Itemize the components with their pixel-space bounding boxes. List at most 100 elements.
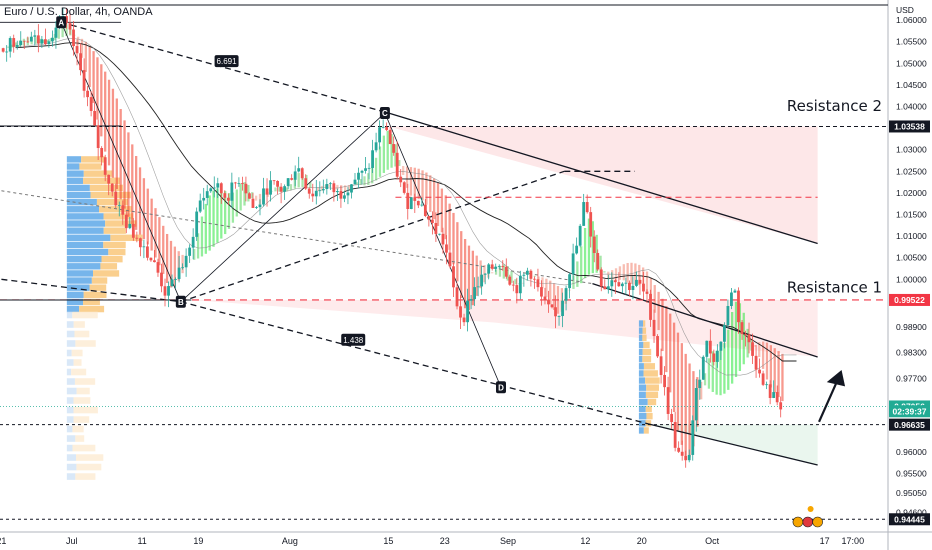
volume-bar-buy xyxy=(66,206,100,213)
candle-body xyxy=(205,191,209,198)
candle-body xyxy=(321,189,325,191)
candle-body xyxy=(314,190,318,197)
candle-body xyxy=(304,178,308,189)
pattern-point-box xyxy=(175,295,186,308)
candle-body xyxy=(181,267,184,269)
volume-bar-buy xyxy=(66,248,109,256)
candle-body xyxy=(226,197,230,201)
candle-body xyxy=(117,205,121,207)
candle-body xyxy=(26,41,30,43)
volume-bar-sell-2 xyxy=(642,334,647,341)
candle-body xyxy=(258,204,262,208)
volume-bar-faded-sell xyxy=(72,311,98,319)
candle-body xyxy=(328,183,332,185)
candle-body xyxy=(409,197,413,210)
candle-body xyxy=(381,127,385,128)
channel-mid-solid xyxy=(592,283,818,358)
channel-lower-left xyxy=(1,278,181,303)
volume-bar-buy xyxy=(66,263,101,270)
volume-bar-buy xyxy=(66,163,80,170)
candle-body xyxy=(371,150,374,168)
candle-body xyxy=(540,287,543,297)
y-tick-label: 1.01500 xyxy=(896,210,927,220)
candle-body xyxy=(272,180,276,182)
candle-body xyxy=(747,334,751,343)
candle-body xyxy=(708,340,712,354)
volume-bar-faded-buy xyxy=(66,397,74,404)
candle-body xyxy=(438,233,441,235)
candle-body xyxy=(167,286,170,296)
resistance-label: Resistance 2 xyxy=(787,97,882,115)
volume-bar-faded-buy xyxy=(66,406,74,414)
candle-body xyxy=(19,40,23,46)
candle-body xyxy=(36,35,40,44)
candle-body xyxy=(687,454,691,461)
event-icon xyxy=(812,516,823,528)
candle-body xyxy=(300,168,304,179)
volume-bar-buy xyxy=(66,277,92,284)
candle-body xyxy=(543,296,547,300)
candle-body xyxy=(124,214,128,229)
candle-body xyxy=(177,267,181,279)
candles xyxy=(1,7,783,468)
candle-body xyxy=(691,420,695,455)
candle-body xyxy=(603,286,607,290)
channel-upper-dashed xyxy=(61,21,389,114)
price-badge: 0.96635 xyxy=(889,418,930,431)
candle-body xyxy=(726,306,730,326)
candle-body xyxy=(297,168,301,172)
candle-body xyxy=(490,264,494,269)
candle-body xyxy=(758,369,761,374)
candle-body xyxy=(72,29,75,47)
price-axis[interactable]: 1.06000 1.05500 1.05000 1.04500 1.04000 1.035… xyxy=(889,15,930,526)
x-tick-label: 15 xyxy=(383,536,393,546)
candle-body xyxy=(712,353,716,362)
candle-body xyxy=(212,187,216,189)
volume-bar-faded-sell xyxy=(73,359,82,366)
volume-bar-faded-sell xyxy=(75,454,104,461)
volume-bar-buy-2 xyxy=(638,327,643,334)
candle-body xyxy=(589,212,593,237)
volume-bar-buy xyxy=(66,156,82,163)
candle-body xyxy=(286,178,290,187)
volume-bar-buy xyxy=(66,227,104,234)
volume-bar-buy-2 xyxy=(638,377,646,384)
candle-body xyxy=(420,204,424,206)
candle-body xyxy=(768,384,772,398)
volume-bar-sell-2 xyxy=(643,363,656,370)
volume-bar-buy-2 xyxy=(638,370,644,377)
candle-body xyxy=(578,225,582,246)
x-tick-label: Jul xyxy=(66,536,78,546)
candle-body xyxy=(585,202,589,213)
candle-body xyxy=(582,202,586,226)
candle-body xyxy=(54,27,58,38)
candle-body xyxy=(353,179,357,185)
volume-bar-sell xyxy=(96,198,128,206)
pattern-point-box xyxy=(495,381,506,394)
channel-lower-solid xyxy=(648,423,818,466)
candle-body xyxy=(515,285,519,294)
candle-body xyxy=(367,167,371,169)
time-axis[interactable]: 21 Jul 11 19 Aug 15 23 Sep 12 20 Oct 17 17:00 xyxy=(0,536,864,546)
x-tick-label: 20 xyxy=(637,536,647,546)
candle-body xyxy=(564,288,568,301)
candle-body xyxy=(473,287,477,300)
candle-body xyxy=(596,252,600,270)
candle-body xyxy=(93,110,97,126)
candle-body xyxy=(47,41,51,45)
x-tick-label: 17 xyxy=(820,536,830,546)
candle-body xyxy=(772,392,776,398)
y-tick-label: 1.01000 xyxy=(896,231,927,241)
candle-body xyxy=(631,285,635,291)
candle-body xyxy=(413,197,417,201)
price-badge: 02:39:37 xyxy=(889,405,930,418)
volume-bar-buy xyxy=(66,270,94,277)
candle-body xyxy=(494,266,498,269)
volume-bar-buy-2 xyxy=(638,391,646,399)
volume-bar-buy-2 xyxy=(638,384,647,391)
volume-bar-buy-2 xyxy=(638,334,643,341)
volume-bar-sell xyxy=(93,270,120,277)
candle-body xyxy=(557,316,561,317)
